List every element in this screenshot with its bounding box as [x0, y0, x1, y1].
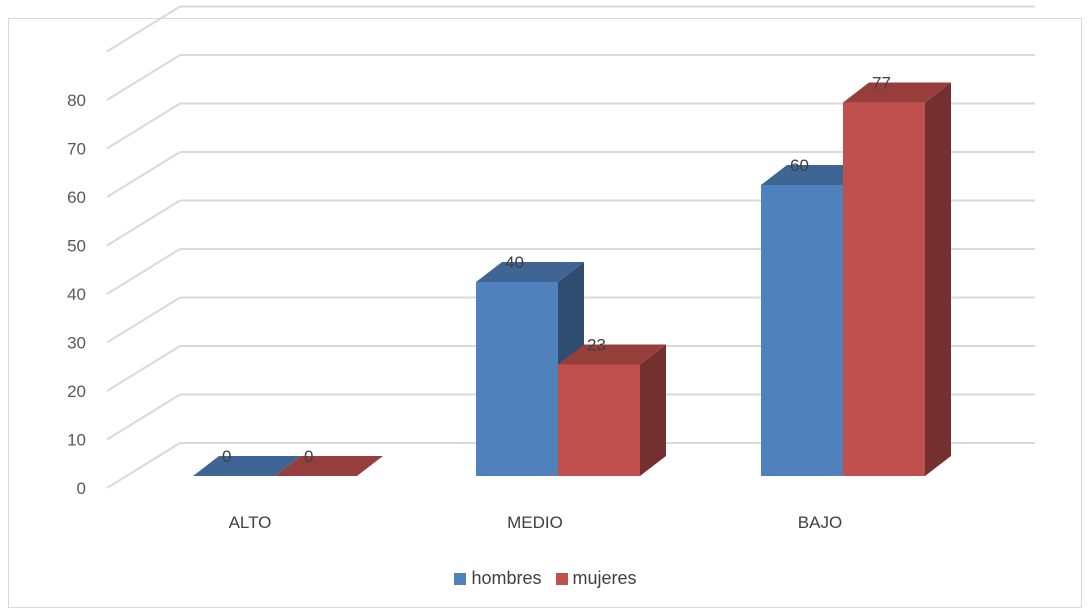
y-tick-label-30: 30 [67, 334, 86, 353]
data-label-medio-s2: 23 [587, 335, 606, 354]
bar-bajo-s1 [761, 185, 843, 476]
bar-side-bajo-s2 [925, 82, 951, 477]
x-tick-label-bajo: BAJO [798, 513, 842, 532]
legend-swatch-series-1 [454, 572, 467, 585]
gridline-side-70 [106, 102, 181, 150]
bar-top-medio-s2 [558, 344, 666, 365]
y-tick-label-40: 40 [67, 285, 86, 304]
y-tick-label-70: 70 [67, 140, 86, 159]
bar-top-bajo-s2 [843, 82, 951, 103]
y-tick-label-0: 0 [77, 479, 86, 498]
data-label-bajo-s2: 77 [872, 74, 891, 93]
gridline-side-20 [106, 345, 181, 392]
gridline-side-top [106, 5, 181, 53]
bar-top-bajo-s1 [761, 165, 869, 185]
gridline-side-50 [106, 199, 181, 247]
gridline-side-10 [106, 393, 181, 441]
y-tick-label-20: 20 [67, 382, 86, 401]
y-tick-label-10: 10 [67, 431, 86, 450]
bar-side-medio-s2 [640, 344, 666, 476]
legend-item-series-1: hombres [454, 568, 542, 589]
chart-legend: hombres mujeres [0, 568, 1091, 589]
data-label-alto-s2: 0 [304, 447, 313, 466]
gridline-side-40 [106, 248, 181, 295]
data-label-alto-s1: 0 [222, 447, 231, 466]
gridline-side-30 [106, 296, 181, 344]
x-tick-label-medio: MEDIO [507, 513, 563, 532]
x-tick-label-alto: ALTO [229, 513, 272, 532]
gridline-side-0 [106, 442, 181, 489]
legend-label-series-2: mujeres [572, 568, 637, 588]
legend-item-series-2: mujeres [555, 568, 637, 589]
bar-medio-s2 [558, 364, 640, 476]
y-tick-label-50: 50 [67, 237, 86, 256]
data-label-bajo-s1: 60 [790, 156, 809, 175]
data-label-medio-s1: 40 [505, 253, 524, 272]
legend-swatch-series-2 [555, 572, 568, 585]
bar-top-alto-s1 [193, 456, 301, 476]
bar-top-alto-s2 [275, 456, 383, 476]
gridline-side-60 [106, 151, 181, 198]
y-tick-label-60: 60 [67, 188, 86, 207]
bar-top-medio-s1 [476, 262, 584, 282]
bar-bajo-s2 [843, 102, 925, 477]
bar-medio-s1 [476, 282, 558, 476]
y-tick-label-80: 80 [67, 91, 86, 110]
gridline-side-80 [106, 54, 181, 101]
legend-label-series-1: hombres [471, 568, 542, 588]
